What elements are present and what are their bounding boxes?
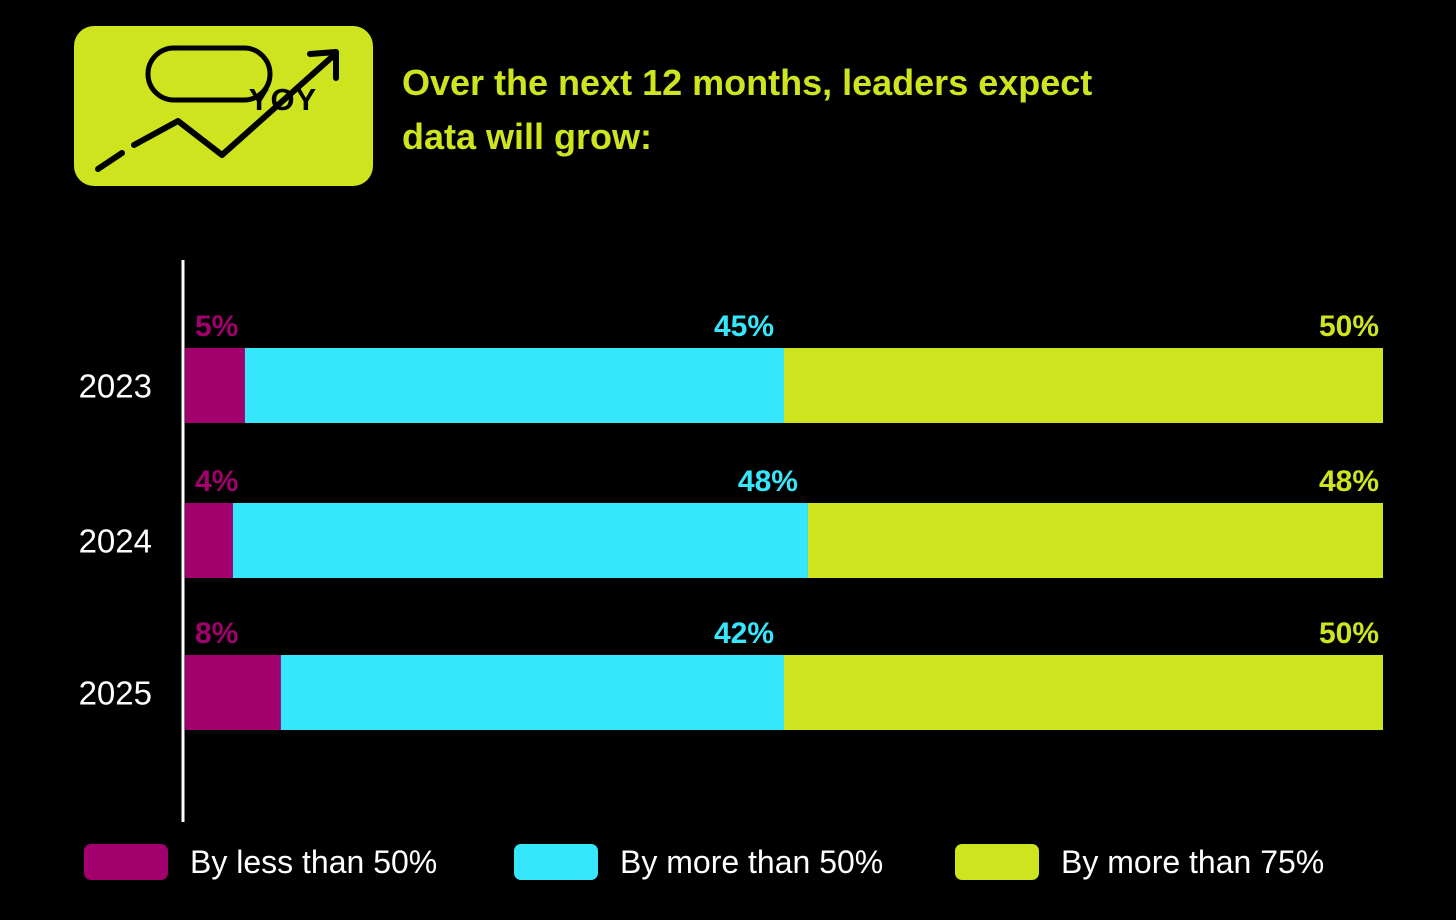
legend-item-less-than-50: By less than 50% bbox=[84, 840, 437, 884]
data-label-2023-1: 5% bbox=[195, 310, 238, 343]
bar-segment-2025-2 bbox=[280, 655, 784, 730]
legend-item-more-than-75: By more than 75% bbox=[955, 840, 1324, 884]
data-label-2024-2: 48% bbox=[738, 465, 798, 498]
bar-segment-2023-2 bbox=[244, 348, 784, 423]
bar-segment-2025-3 bbox=[784, 655, 1383, 730]
yoy-badge: YOY bbox=[74, 26, 373, 186]
chart-title: Over the next 12 months, leaders expect … bbox=[402, 56, 1202, 164]
legend-swatch-more-than-75 bbox=[955, 844, 1039, 880]
data-label-2024-1: 4% bbox=[195, 465, 238, 498]
data-label-2023-3: 50% bbox=[1319, 310, 1379, 343]
data-label-2025-3: 50% bbox=[1319, 617, 1379, 650]
yoy-badge-label: YOY bbox=[248, 82, 318, 117]
trending-up-arrow-icon bbox=[95, 45, 339, 172]
legend-label-less-than-50: By less than 50% bbox=[190, 843, 438, 880]
category-label-2025: 2025 bbox=[79, 675, 152, 712]
legend-label-more-than-75: By more than 75% bbox=[1061, 843, 1325, 880]
legend-item-more-than-50: By more than 50% bbox=[514, 840, 883, 884]
legend-swatch-less-than-50 bbox=[84, 844, 168, 880]
data-label-2025-1: 8% bbox=[195, 617, 238, 650]
data-label-2023-2: 45% bbox=[714, 310, 774, 343]
bar-segment-2024-1 bbox=[185, 503, 233, 578]
bar-segment-2025-1 bbox=[185, 655, 281, 730]
chart-title-line2: data will grow: bbox=[402, 116, 653, 157]
category-label-2023: 2023 bbox=[79, 368, 152, 405]
category-label-2024: 2024 bbox=[79, 523, 152, 560]
legend-swatch-more-than-50 bbox=[514, 844, 598, 880]
bar-segment-2023-1 bbox=[185, 348, 245, 423]
bar-segment-2024-3 bbox=[807, 503, 1383, 578]
data-label-2025-2: 42% bbox=[714, 617, 774, 650]
data-label-2024-3: 48% bbox=[1319, 465, 1379, 498]
chart-title-line1: Over the next 12 months, leaders expect bbox=[402, 62, 1093, 103]
bar-segment-2024-2 bbox=[232, 503, 808, 578]
legend-label-more-than-50: By more than 50% bbox=[620, 843, 884, 880]
bar-segment-2023-3 bbox=[784, 348, 1383, 423]
